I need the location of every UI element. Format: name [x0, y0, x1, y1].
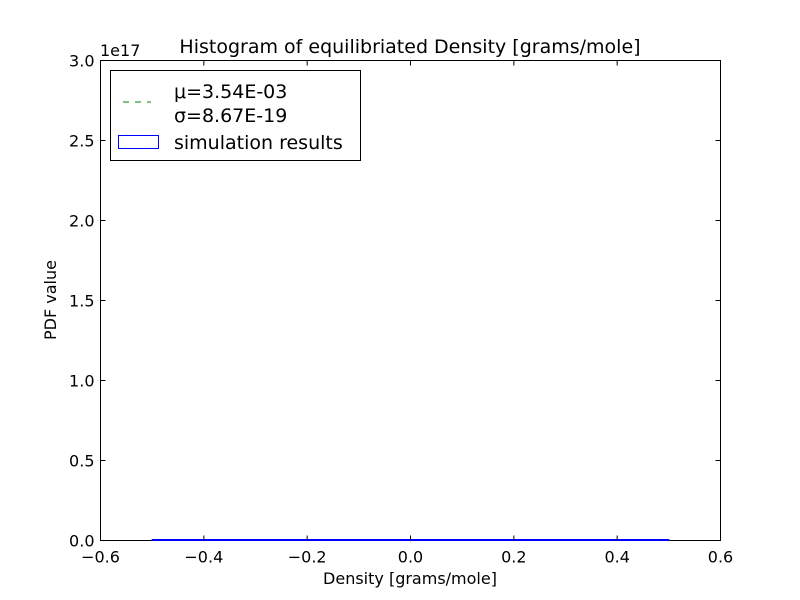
y-axis-label: PDF value — [41, 260, 60, 340]
x-tick-label: −0.6 — [81, 548, 120, 567]
y-tick-label: 1.0 — [69, 372, 94, 391]
x-tick-label: −0.2 — [288, 548, 327, 567]
legend-mu-label: μ=3.54E-03 — [174, 81, 287, 103]
y-tick-label: 3.0 — [69, 52, 94, 71]
chart-title: Histogram of equilibriated Density [gram… — [179, 36, 640, 58]
y-tick-label: 0.0 — [69, 532, 94, 551]
y-tick-label: 0.5 — [69, 452, 94, 471]
y-tick-label: 2.0 — [69, 212, 94, 231]
x-tick-label: 0.4 — [604, 548, 629, 567]
x-tick-label: 0.2 — [501, 548, 526, 567]
y-tick-label: 1.5 — [69, 292, 94, 311]
y-axis-ticks: 0.0 0.5 1.0 1.5 2.0 2.5 3.0 — [69, 52, 721, 551]
legend-box — [110, 70, 361, 161]
y-scale-factor: 1e17 — [100, 41, 140, 60]
legend-histogram-swatch — [118, 135, 159, 149]
x-tick-label: 0.6 — [708, 548, 733, 567]
x-axis-ticks: −0.6 −0.4 −0.2 0.0 0.2 0.4 0.6 — [81, 60, 733, 567]
x-axis-label: Density [grams/mole] — [323, 569, 497, 588]
legend-simulation-label: simulation results — [174, 132, 343, 154]
y-tick-label: 2.5 — [69, 132, 94, 151]
x-tick-label: 0.0 — [398, 548, 423, 567]
legend: μ=3.54E-03 σ=8.67E-19 simulation results — [110, 70, 361, 161]
legend-sigma-label: σ=8.67E-19 — [174, 105, 287, 127]
x-tick-label: −0.4 — [184, 548, 223, 567]
